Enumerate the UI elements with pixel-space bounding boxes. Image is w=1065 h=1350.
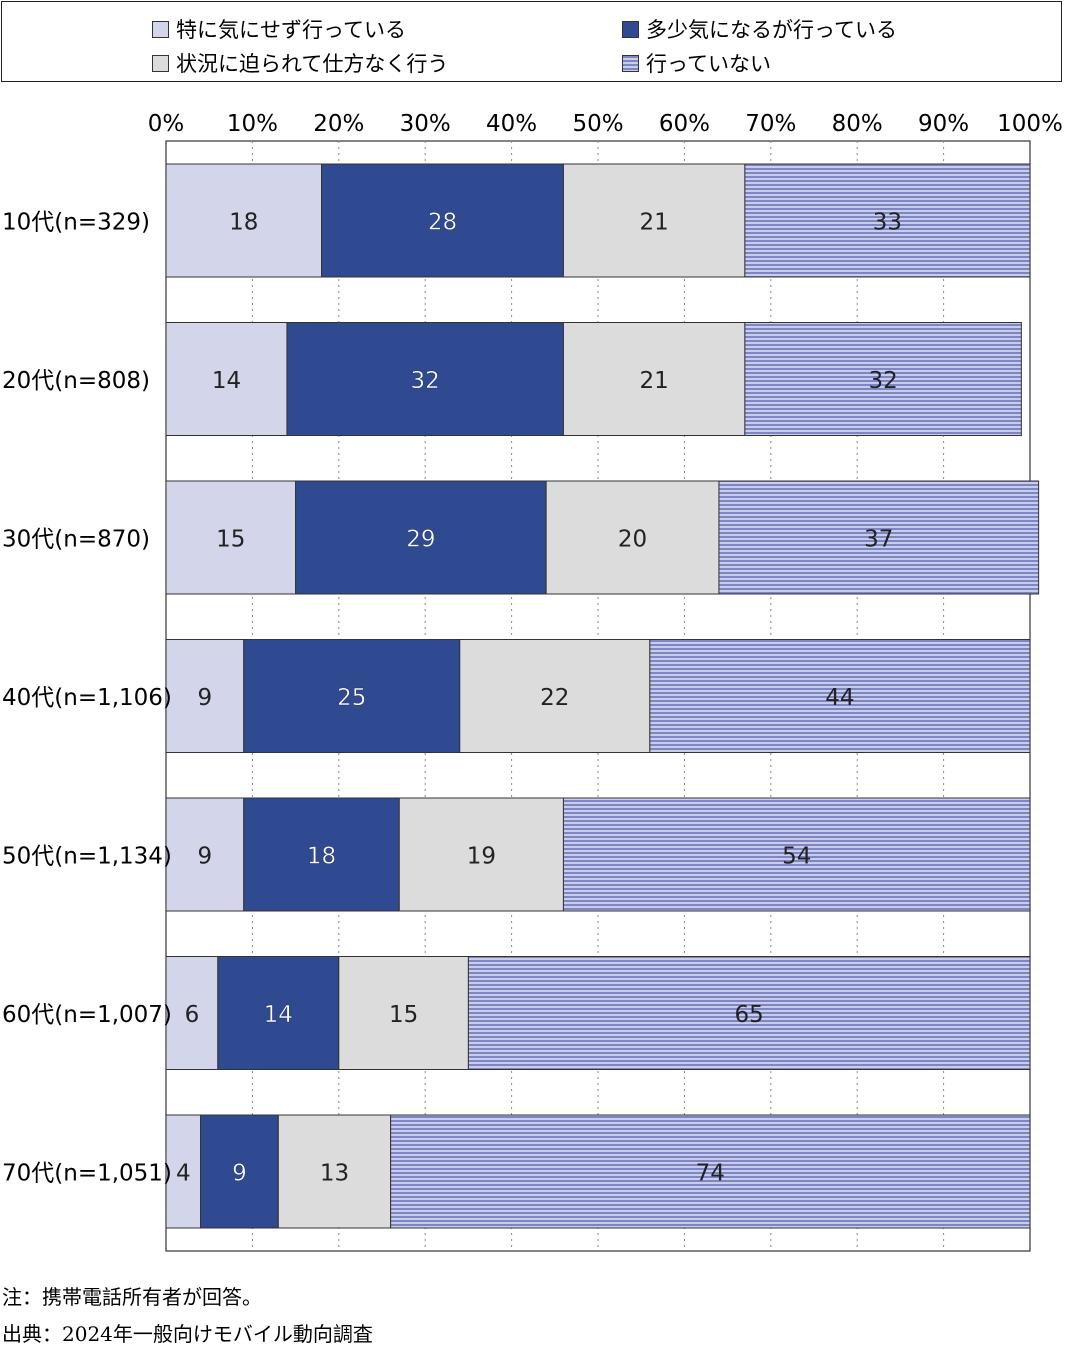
data-label: 44 <box>825 685 854 711</box>
bar-segment <box>286 322 564 436</box>
bar-segment <box>277 1114 392 1229</box>
bar-segment <box>398 797 564 912</box>
legend: 特に気にせず行っている 多少気になるが行っている 状況に迫られて仕方なく行う 行… <box>1 1 1062 82</box>
category-label: 70代(n=1,051) <box>2 1161 172 1187</box>
data-label: 33 <box>873 210 902 236</box>
bar-segment <box>744 163 1031 278</box>
legend-item-1: 特に気にせず行っている <box>152 14 406 44</box>
data-label: 22 <box>540 685 569 711</box>
stacked-bar-chart: 0% 10% 20% 30% 40% 50% 60% 70% 80% 90% 100% 10代(n=3… <box>2 111 1063 1252</box>
bar-segment <box>165 480 297 595</box>
bar-segment <box>165 797 245 912</box>
legend-label-4: 行っていない <box>646 52 771 76</box>
bar-segment <box>165 1114 202 1229</box>
data-label: 65 <box>735 1002 764 1028</box>
legend-swatch-4 <box>622 54 639 72</box>
legend-label-1: 特に気にせず行っている <box>176 18 406 42</box>
source-note: 出典：2024年一般向けモバイル動向調査 <box>2 1322 373 1346</box>
bar-segment <box>200 1114 279 1229</box>
x-tick-label: 80% <box>832 111 883 137</box>
data-label: 15 <box>389 1002 418 1028</box>
data-label: 19 <box>467 844 496 870</box>
x-tick-label: 40% <box>486 111 537 137</box>
data-label: 28 <box>428 210 457 236</box>
category-label: 40代(n=1,106) <box>2 685 172 711</box>
data-label: 15 <box>216 527 245 553</box>
bar-segment <box>165 322 288 436</box>
bar-segment <box>295 480 547 595</box>
data-label: 37 <box>864 527 893 553</box>
data-label: 32 <box>868 368 897 394</box>
bar-segment <box>649 639 1031 753</box>
bar-segment <box>165 639 245 753</box>
legend-item-4: 行っていない <box>622 48 771 78</box>
footnote: 注：携帯電話所有者が回答。 <box>2 1285 262 1309</box>
bar-segment <box>545 480 720 595</box>
data-label: 18 <box>307 844 336 870</box>
data-label: 9 <box>198 844 213 870</box>
legend-label-2: 多少気になるが行っている <box>646 18 897 42</box>
legend-item-2: 多少気になるが行っている <box>622 14 897 44</box>
data-label: 9 <box>198 685 213 711</box>
bar-segment <box>459 639 651 753</box>
bar-segment <box>562 797 1031 912</box>
bar-segment <box>562 322 746 436</box>
bar-segment <box>467 956 1031 1070</box>
bar-segment <box>243 797 400 912</box>
legend-swatch-1 <box>152 20 169 38</box>
data-label: 6 <box>185 1002 200 1028</box>
data-label: 25 <box>337 685 366 711</box>
legend-swatch-3 <box>152 54 169 72</box>
x-tick-label: 30% <box>400 111 451 137</box>
legend-item-3: 状況に迫られて仕方なく行う <box>152 48 448 78</box>
data-label: 54 <box>782 844 811 870</box>
bar-segment <box>718 480 1040 595</box>
legend-swatch-2 <box>622 20 639 38</box>
x-tick-label: 60% <box>659 111 710 137</box>
category-label: 30代(n=870) <box>2 527 150 553</box>
x-tick-label: 90% <box>918 111 969 137</box>
category-label: 60代(n=1,007) <box>2 1002 172 1028</box>
bar-segment <box>744 322 1022 436</box>
data-label: 21 <box>640 368 669 394</box>
category-label: 50代(n=1,134) <box>2 844 172 870</box>
x-tick-label: 0% <box>148 111 185 137</box>
category-label: 20代(n=808) <box>2 368 150 394</box>
data-label: 13 <box>320 1161 349 1187</box>
bar-segment <box>217 956 340 1070</box>
x-tick-label: 70% <box>745 111 796 137</box>
data-label: 9 <box>232 1161 247 1187</box>
data-label: 20 <box>618 527 647 553</box>
data-label: 74 <box>696 1161 725 1187</box>
x-tick-label: 20% <box>313 111 364 137</box>
data-label: 4 <box>176 1161 191 1187</box>
data-label: 32 <box>411 368 440 394</box>
data-label: 29 <box>406 527 435 553</box>
bar-segment <box>165 163 323 278</box>
bar-segment <box>321 163 564 278</box>
bar-segment <box>390 1114 1031 1229</box>
bar-segment <box>165 956 219 1070</box>
data-label: 14 <box>264 1002 293 1028</box>
data-label: 18 <box>229 210 258 236</box>
legend-label-3: 状況に迫られて仕方なく行う <box>176 52 449 76</box>
bar-segment <box>243 639 461 753</box>
category-label: 10代(n=329) <box>2 210 150 236</box>
x-tick-label: 10% <box>227 111 278 137</box>
x-tick-label: 50% <box>572 111 623 137</box>
x-tick-label: 100% <box>997 111 1063 137</box>
data-label: 14 <box>212 368 241 394</box>
data-label: 21 <box>640 210 669 236</box>
